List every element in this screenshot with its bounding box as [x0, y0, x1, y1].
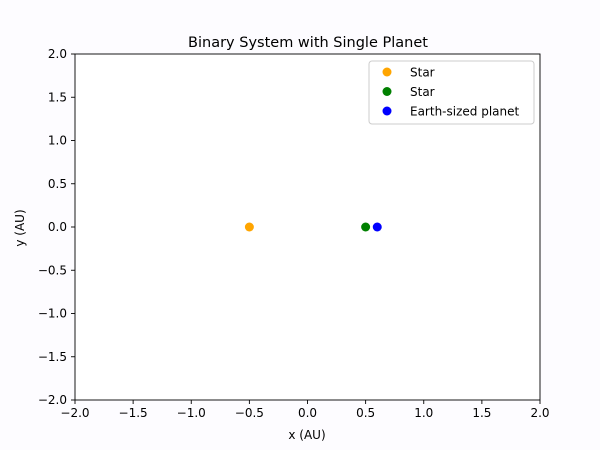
- x-tick-label: 0.0: [298, 406, 317, 420]
- x-tick-label: −0.5: [235, 406, 264, 420]
- legend-label: Star: [410, 66, 435, 80]
- legend-label: Earth-sized planet: [410, 105, 520, 119]
- legend-marker: [382, 67, 392, 77]
- x-tick-label: 1.0: [414, 406, 433, 420]
- y-tick-label: −1.0: [38, 307, 67, 321]
- y-tick-label: 2.0: [48, 47, 67, 61]
- y-tick-label: −2.0: [38, 393, 67, 407]
- y-tick-label: 1.5: [48, 90, 67, 104]
- x-tick-label: 1.5: [472, 406, 491, 420]
- legend-frame: [368, 60, 535, 125]
- legend: Star Star Earth-sized planet: [368, 60, 535, 125]
- legend-marker: [382, 106, 392, 116]
- data-point-series-0: [244, 222, 254, 232]
- y-tick-label: −0.5: [38, 263, 67, 277]
- y-tick-label: 0.0: [48, 220, 67, 234]
- data-point-series-1: [361, 222, 371, 232]
- x-tick-label: 0.5: [356, 406, 375, 420]
- legend-label: Star: [410, 85, 435, 99]
- y-tick-label: −1.5: [38, 350, 67, 364]
- x-tick-label: −2.0: [60, 406, 89, 420]
- y-axis-label: y (AU): [13, 209, 27, 246]
- x-tick-label: −1.5: [119, 406, 148, 420]
- y-tick-label: 1.0: [48, 134, 67, 148]
- data-point-series-2: [372, 222, 382, 232]
- x-tick-label: 2.0: [530, 406, 549, 420]
- legend-marker: [382, 87, 392, 96]
- x-tick-label: −1.0: [177, 406, 206, 420]
- x-axis-label: x (AU): [288, 428, 325, 442]
- y-tick-label: 0.5: [48, 177, 67, 191]
- chart-title: Binary System with Single Planet: [188, 35, 428, 51]
